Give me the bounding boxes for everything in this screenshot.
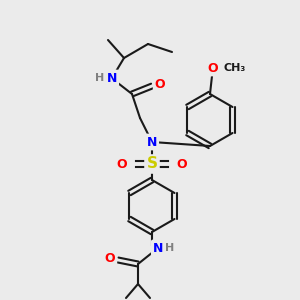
Text: N: N [147,136,157,148]
Text: O: O [155,77,165,91]
Text: O: O [117,158,127,170]
Text: CH₃: CH₃ [224,63,246,73]
Text: H: H [165,243,175,253]
Text: H: H [95,73,105,83]
Text: O: O [177,158,187,170]
Text: O: O [208,61,218,74]
Text: O: O [105,251,115,265]
Text: S: S [146,157,158,172]
Text: N: N [153,242,163,254]
Text: N: N [107,71,117,85]
